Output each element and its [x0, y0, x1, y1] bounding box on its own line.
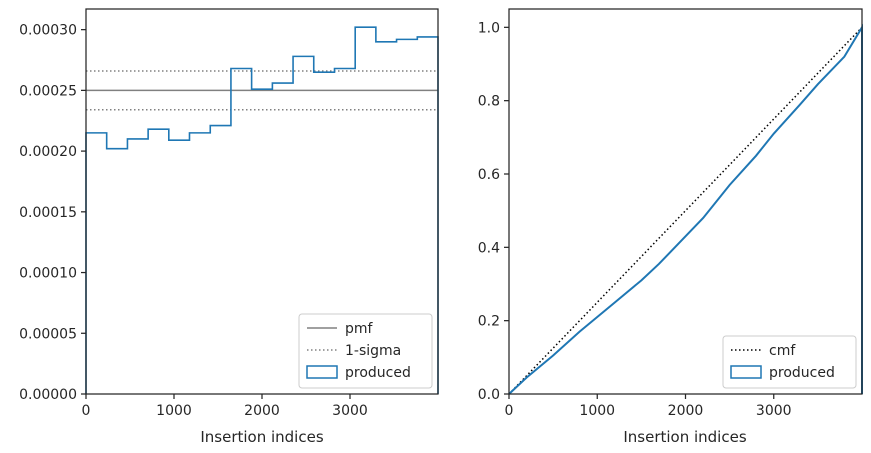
plot-area: [85, 26, 439, 394]
legend-item: cmf: [731, 343, 796, 359]
y-tick-label: 0.00000: [19, 387, 77, 403]
legend-label: produced: [769, 365, 835, 381]
legend-box: [298, 313, 433, 389]
legend-label: pmf: [345, 321, 374, 337]
histogram-chart: 0 1000 2000 3000 0.00000 0.00005 0.00010 0.0001…: [19, 8, 439, 446]
x-tick-label: 2000: [668, 403, 704, 419]
axes: 0 1000 2000 3000 0.00000 0.00005 0.00010 0.0001…: [19, 8, 439, 419]
x-tick-label: 0: [505, 403, 514, 419]
legend-item: pmf: [307, 321, 374, 337]
x-tick-label: 2000: [244, 403, 280, 419]
y-tick-label: 0.6: [478, 167, 500, 183]
x-tick-label: 1000: [579, 403, 615, 419]
y-tick-label: 0.00010: [19, 266, 77, 282]
axes: 0 1000 2000 3000 0.0 0.2 0.4 0.6 0.8 1.0: [478, 8, 863, 419]
legend-label: 1-sigma: [345, 343, 401, 359]
legend-swatch: [306, 365, 338, 379]
produced-histogram: [85, 26, 439, 394]
cmf-line: [508, 26, 863, 395]
legend: pmf 1-sigma produced: [298, 313, 433, 389]
produced-cumulative-line: [508, 23, 863, 395]
legend-item: produced: [306, 365, 411, 381]
legend-box: [722, 335, 857, 389]
x-axis-title: Insertion indices: [200, 428, 323, 446]
y-tick-label: 0.00015: [19, 205, 77, 221]
y-tick-label: 1.0: [478, 20, 500, 36]
legend: cmf produced: [722, 335, 857, 389]
y-tick-label: 0.00005: [19, 326, 77, 342]
y-tick-label: 0.00025: [19, 83, 77, 99]
legend-swatch: [730, 365, 762, 379]
cumulative-chart: 0 1000 2000 3000 0.0 0.2 0.4 0.6 0.8 1.0 Insertio…: [478, 8, 863, 446]
legend-label: produced: [345, 365, 411, 381]
x-tick-label: 1000: [156, 403, 192, 419]
plot-area: [508, 23, 863, 395]
y-tick-label: 0.00030: [19, 23, 77, 39]
y-tick-label: 0.00020: [19, 144, 77, 160]
y-tick-label: 0.2: [478, 314, 500, 330]
legend-label: cmf: [769, 343, 796, 359]
y-tick-label: 0.0: [478, 387, 500, 403]
x-tick-label: 3000: [756, 403, 792, 419]
y-tick-label: 0.8: [478, 94, 500, 110]
x-axis-title: Insertion indices: [623, 428, 746, 446]
x-tick-label: 0: [82, 403, 91, 419]
legend-item: produced: [730, 365, 835, 381]
x-tick-label: 3000: [332, 403, 368, 419]
y-tick-label: 0.4: [478, 240, 500, 256]
legend-item: 1-sigma: [307, 343, 401, 359]
